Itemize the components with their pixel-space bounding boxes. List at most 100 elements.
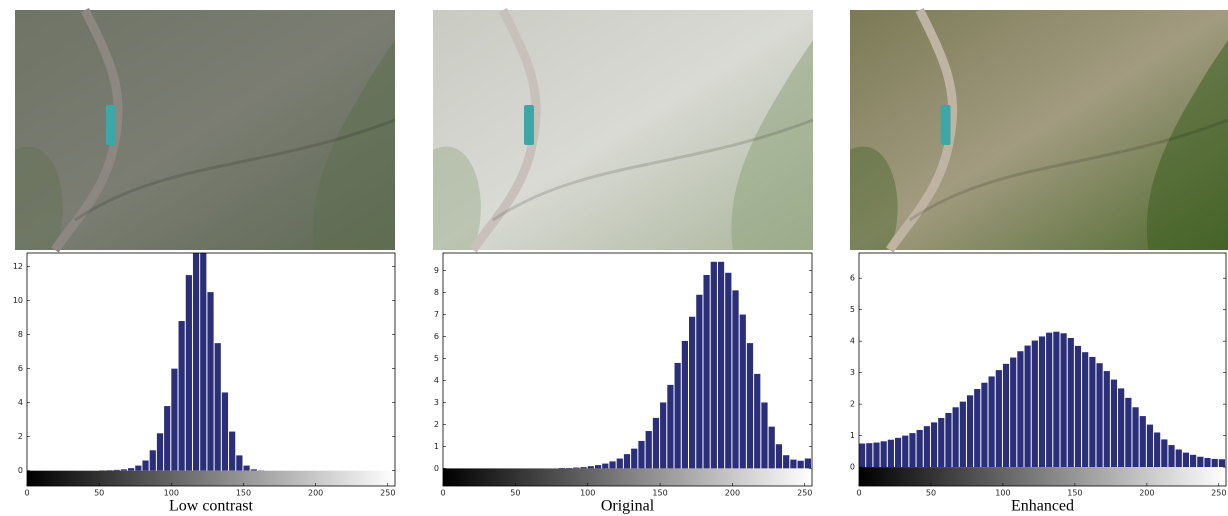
caption: Original xyxy=(601,498,655,515)
bar xyxy=(989,376,995,467)
bar xyxy=(646,431,652,468)
y-tick-label: 7 xyxy=(434,310,439,319)
bar xyxy=(1039,336,1045,467)
bar xyxy=(207,292,213,471)
bar xyxy=(1089,357,1095,467)
y-tick-label: 6 xyxy=(434,332,439,341)
y-tick-label: 4 xyxy=(18,398,23,407)
y-tick-label: 3 xyxy=(850,368,855,377)
x-tick-label: 50 xyxy=(926,489,936,498)
y-tick-label: 3 xyxy=(434,398,439,407)
bar xyxy=(1096,363,1102,467)
bar xyxy=(631,449,637,469)
bar xyxy=(222,392,228,470)
y-tick-label: 8 xyxy=(434,288,439,297)
bar xyxy=(1118,388,1124,467)
x-tick-label: 0 xyxy=(856,489,861,498)
bar xyxy=(1082,352,1088,467)
bar xyxy=(740,315,746,469)
bar xyxy=(1046,333,1052,467)
bar xyxy=(981,383,987,467)
bar xyxy=(164,406,170,471)
bar xyxy=(917,430,923,467)
bar xyxy=(931,422,937,467)
bar xyxy=(682,341,688,468)
bar xyxy=(873,443,879,468)
x-tick-label: 150 xyxy=(652,489,667,498)
bar xyxy=(580,467,586,468)
bar xyxy=(1132,407,1138,467)
gray-strip xyxy=(443,468,812,486)
bar xyxy=(924,426,930,467)
bar xyxy=(888,440,894,467)
bar xyxy=(236,455,242,470)
bar xyxy=(1125,398,1131,467)
bar xyxy=(703,275,709,468)
bar xyxy=(902,436,908,467)
bar xyxy=(243,466,249,471)
x-tick-label: 100 xyxy=(164,489,179,498)
bar xyxy=(953,407,959,467)
x-tick-label: 250 xyxy=(797,489,812,498)
x-tick-label: 0 xyxy=(440,489,445,498)
bar xyxy=(135,466,141,471)
bar xyxy=(1204,458,1210,467)
bar xyxy=(1212,459,1218,467)
bar xyxy=(142,460,148,470)
bar xyxy=(996,370,1002,467)
bar xyxy=(1003,364,1009,467)
bar xyxy=(251,469,257,470)
page: 024681012050100150200250Low contrast0123… xyxy=(0,0,1228,516)
bar xyxy=(798,461,804,469)
bar xyxy=(761,402,767,468)
bar xyxy=(1111,380,1117,468)
figure: 024681012050100150200250Low contrast0123… xyxy=(0,0,1228,516)
y-tick-label: 6 xyxy=(18,364,23,373)
gray-strip xyxy=(859,467,1226,486)
bar xyxy=(179,321,185,471)
bar xyxy=(790,460,796,469)
y-tick-label: 0 xyxy=(434,464,439,473)
bar xyxy=(711,262,717,469)
vehicle xyxy=(524,105,534,145)
y-tick-label: 5 xyxy=(434,354,439,363)
bar xyxy=(1219,459,1225,467)
bar xyxy=(866,443,872,467)
bar xyxy=(1168,445,1174,467)
x-tick-label: 50 xyxy=(94,489,104,498)
bar xyxy=(229,432,235,471)
bar xyxy=(588,466,594,468)
bar xyxy=(660,402,666,468)
bar xyxy=(573,468,579,469)
bar xyxy=(696,295,702,469)
x-tick-label: 100 xyxy=(995,489,1010,498)
bar xyxy=(1190,455,1196,467)
bar xyxy=(1104,371,1110,467)
bar xyxy=(602,464,608,469)
gray-strip xyxy=(27,471,395,486)
bar xyxy=(157,433,163,470)
x-tick-label: 250 xyxy=(380,489,395,498)
y-tick-label: 6 xyxy=(850,274,855,283)
bar xyxy=(186,275,192,471)
y-tick-label: 2 xyxy=(434,420,439,429)
bar xyxy=(114,470,120,471)
bar xyxy=(1197,457,1203,467)
x-tick-label: 150 xyxy=(1067,489,1082,498)
x-tick-label: 150 xyxy=(236,489,251,498)
vehicle xyxy=(941,105,951,145)
y-tick-label: 12 xyxy=(13,262,23,271)
y-tick-label: 0 xyxy=(850,463,855,472)
bar xyxy=(805,459,811,469)
caption: Enhanced xyxy=(1011,498,1074,515)
x-tick-label: 200 xyxy=(308,489,323,498)
bar xyxy=(675,363,681,469)
bar xyxy=(617,459,623,469)
bar xyxy=(1140,416,1146,467)
bar xyxy=(960,402,966,467)
bar xyxy=(1068,338,1074,467)
bar xyxy=(106,470,112,471)
caption: Low contrast xyxy=(169,498,254,515)
bar xyxy=(747,343,753,468)
bar xyxy=(215,343,221,471)
